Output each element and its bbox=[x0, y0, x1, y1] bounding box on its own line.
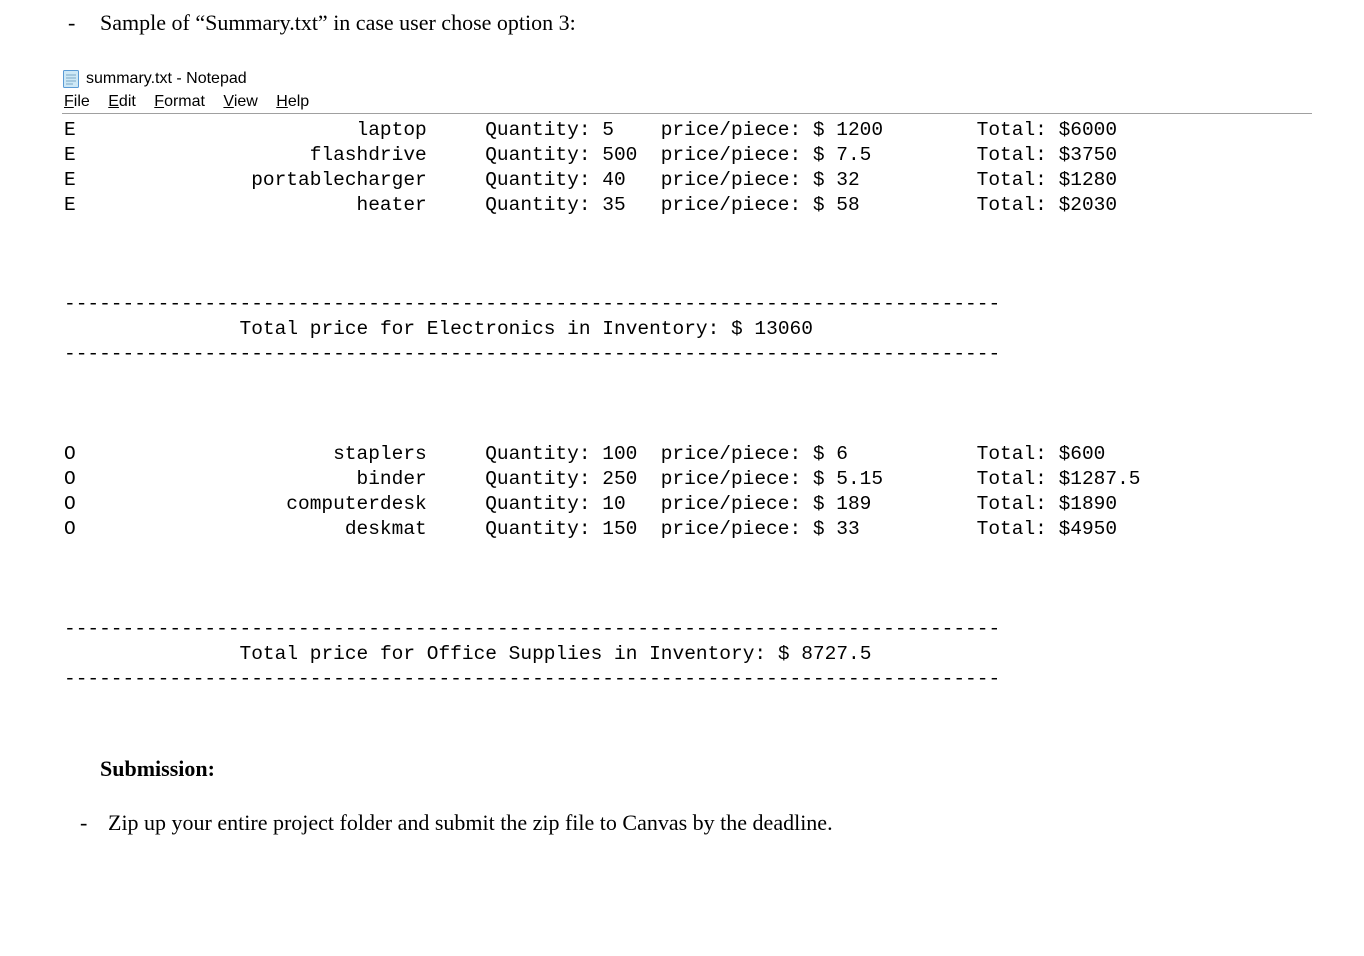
notepad-text-area[interactable]: ElaptopQuantity: 5price/piece: $ 1200Tot… bbox=[62, 114, 1312, 692]
blank-line bbox=[64, 243, 1312, 268]
inventory-row: EportablechargerQuantity: 40price/piece:… bbox=[64, 168, 1312, 193]
intro-text: Sample of “Summary.txt” in case user cho… bbox=[100, 8, 1364, 39]
separator-line: ----------------------------------------… bbox=[64, 292, 1312, 317]
bullet-dash: - bbox=[0, 8, 100, 39]
blank-line bbox=[64, 367, 1312, 392]
separator-line: ----------------------------------------… bbox=[64, 617, 1312, 642]
inventory-row: OstaplersQuantity: 100price/piece: $ 6To… bbox=[64, 442, 1312, 467]
blank-line bbox=[64, 542, 1312, 567]
menu-file[interactable]: File bbox=[64, 93, 90, 111]
section-summary: Total price for Electronics in Inventory… bbox=[64, 317, 1312, 342]
inventory-row: OdeskmatQuantity: 150price/piece: $ 33To… bbox=[64, 517, 1312, 542]
bullet-dash: - bbox=[80, 808, 108, 839]
notepad-icon bbox=[62, 69, 80, 89]
intro-bullet: - Sample of “Summary.txt” in case user c… bbox=[0, 8, 1364, 39]
menu-help[interactable]: Help bbox=[276, 93, 309, 111]
blank-line bbox=[64, 567, 1312, 592]
notepad-title: summary.txt - Notepad bbox=[86, 70, 247, 88]
blank-line bbox=[64, 592, 1312, 617]
submission-heading: Submission: bbox=[100, 756, 1364, 782]
separator-line: ----------------------------------------… bbox=[64, 342, 1312, 367]
separator-line: ----------------------------------------… bbox=[64, 667, 1312, 692]
menu-edit[interactable]: Edit bbox=[108, 93, 136, 111]
final-bullet-text: Zip up your entire project folder and su… bbox=[108, 808, 833, 839]
notepad-titlebar: summary.txt - Notepad bbox=[62, 67, 1312, 93]
blank-line bbox=[64, 268, 1312, 293]
inventory-row: EflashdriveQuantity: 500price/piece: $ 7… bbox=[64, 143, 1312, 168]
blank-line bbox=[64, 417, 1312, 442]
notepad-menubar: File Edit Format View Help bbox=[62, 93, 1312, 114]
notepad-window: summary.txt - Notepad File Edit Format V… bbox=[62, 67, 1312, 692]
inventory-row: ObinderQuantity: 250price/piece: $ 5.15T… bbox=[64, 467, 1312, 492]
inventory-row: ElaptopQuantity: 5price/piece: $ 1200Tot… bbox=[64, 118, 1312, 143]
inventory-row: OcomputerdeskQuantity: 10price/piece: $ … bbox=[64, 492, 1312, 517]
blank-line bbox=[64, 392, 1312, 417]
blank-line bbox=[64, 218, 1312, 243]
final-bullet: - Zip up your entire project folder and … bbox=[80, 808, 1364, 839]
section-summary: Total price for Office Supplies in Inven… bbox=[64, 642, 1312, 667]
menu-format[interactable]: Format bbox=[154, 93, 205, 111]
inventory-row: EheaterQuantity: 35price/piece: $ 58Tota… bbox=[64, 193, 1312, 218]
menu-view[interactable]: View bbox=[223, 93, 257, 111]
